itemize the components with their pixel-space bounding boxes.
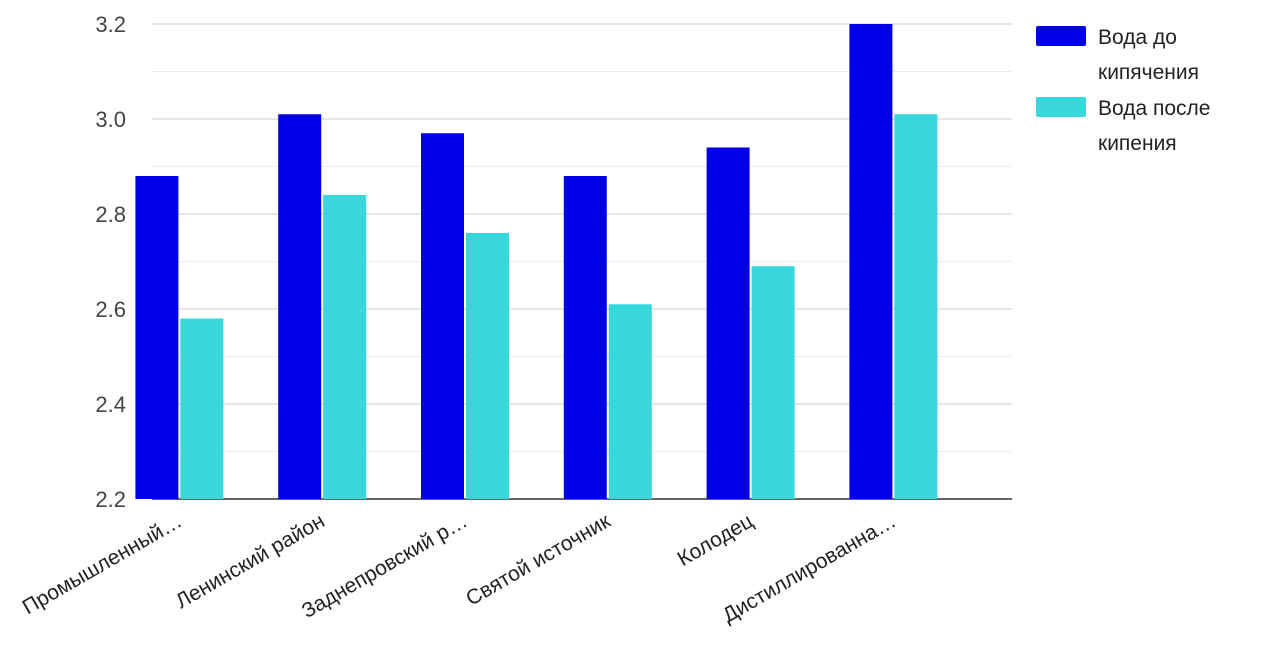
bar-series-1-3 <box>421 133 464 499</box>
bars <box>135 24 938 499</box>
y-tick-label: 2.8 <box>95 202 126 227</box>
bar-series-1-1 <box>135 176 179 499</box>
legend-label-2: кипения <box>1098 132 1177 155</box>
bar-series-1-6 <box>849 24 893 499</box>
x-axis: Промышленный…Ленинский районЗаднепровски… <box>19 509 900 627</box>
y-axis: 2.2 2.4 2.6 2.8 3.0 3.2 <box>95 12 126 512</box>
legend-swatch-2 <box>1036 97 1086 117</box>
category-label: Ленинский район <box>172 509 329 613</box>
category-label: Святой источник <box>462 509 615 611</box>
bar-series-1-4 <box>563 176 607 499</box>
category-label: Промышленный… <box>19 509 186 619</box>
bar-series-2-2 <box>323 195 367 499</box>
bar-series-2-1 <box>180 318 224 499</box>
bar-series-1-2 <box>278 114 322 499</box>
y-tick-label: 3.0 <box>95 107 126 132</box>
y-tick-label: 2.6 <box>95 297 126 322</box>
legend-label-2: Вода после <box>1098 97 1210 120</box>
bar-series-2-6 <box>894 114 938 499</box>
bar-series-2-4 <box>608 304 652 499</box>
legend-label-1: кипячения <box>1098 61 1199 84</box>
bar-series-2-5 <box>751 266 795 499</box>
legend-swatch-1 <box>1036 26 1086 46</box>
legend-label-1: Вода до <box>1098 26 1177 49</box>
bar-series-1-5 <box>706 147 750 499</box>
y-tick-label: 3.2 <box>95 12 126 37</box>
bar-series-2-3 <box>466 233 509 499</box>
y-tick-label: 2.2 <box>95 487 126 512</box>
y-tick-label: 2.4 <box>95 392 126 417</box>
legend: Вода до кипячения Вода после кипения <box>1036 26 1210 155</box>
category-label: Колодец <box>674 509 757 570</box>
